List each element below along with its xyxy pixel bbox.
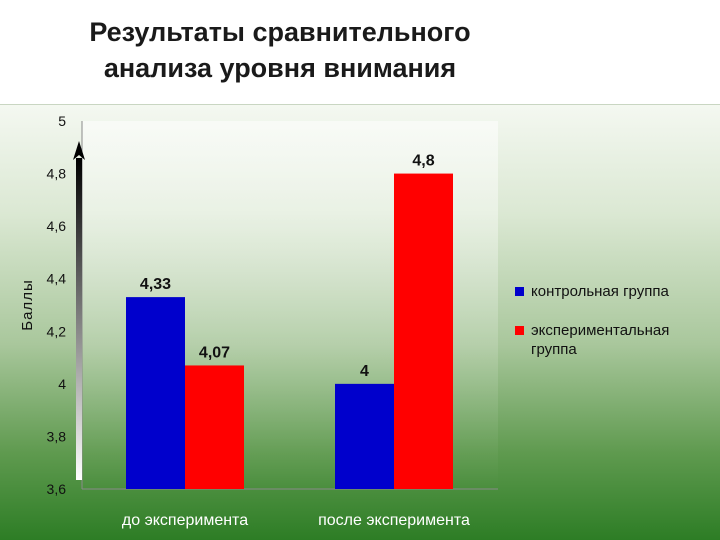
legend: контрольная группа экспериментальная гру… [513, 282, 718, 379]
data-label: 4,33 [140, 276, 171, 293]
x-tick-label: до эксперимента [122, 512, 248, 529]
y-tick-label: 3,8 [47, 428, 67, 444]
y-tick-label: 4,8 [47, 166, 67, 182]
bars [126, 173, 453, 490]
y-tick-label: 3,6 [47, 481, 67, 497]
legend-swatch-experimental [515, 326, 524, 335]
y-tick-label: 4,6 [47, 218, 67, 234]
title-divider [0, 104, 720, 105]
arrow-shaft [76, 158, 82, 480]
legend-label-control: контрольная группа [531, 283, 669, 300]
y-tick-label: 4,4 [47, 271, 67, 287]
legend-label-experimental: экспериментальная группа [531, 322, 670, 358]
legend-swatch-control [515, 287, 524, 296]
title-line-2: анализа уровня внимания [103, 53, 457, 83]
title-area: Результаты сравнительного анализа уровня… [0, 0, 720, 104]
data-label: 4,8 [412, 153, 434, 170]
bar [394, 173, 453, 490]
data-labels: 4,33 4,07 4 4,8 [140, 153, 435, 380]
bar [335, 383, 394, 489]
arrow-head [73, 141, 85, 160]
legend-item-experimental: экспериментальная группа [513, 321, 718, 359]
y-tick-label: 4,2 [47, 323, 67, 339]
y-axis-label: Баллы [19, 279, 36, 331]
title-line-1: Результаты сравнительного [89, 17, 471, 47]
data-label: 4,07 [199, 344, 230, 361]
legend-item-control: контрольная группа [513, 282, 718, 301]
y-axis-arrow [73, 141, 85, 480]
y-tick-label: 4 [58, 376, 66, 392]
y-tick-labels: 3,6 3,8 4 4,2 4,4 4,6 4,8 5 [47, 113, 67, 497]
y-tick-label: 5 [58, 113, 66, 129]
bar [126, 297, 185, 489]
data-label: 4 [360, 363, 369, 380]
page-title: Результаты сравнительного анализа уровня… [40, 14, 520, 86]
bar [185, 365, 244, 489]
x-tick-labels: до эксперимента после эксперимента [122, 512, 470, 529]
x-tick-label: после эксперимента [318, 512, 470, 529]
